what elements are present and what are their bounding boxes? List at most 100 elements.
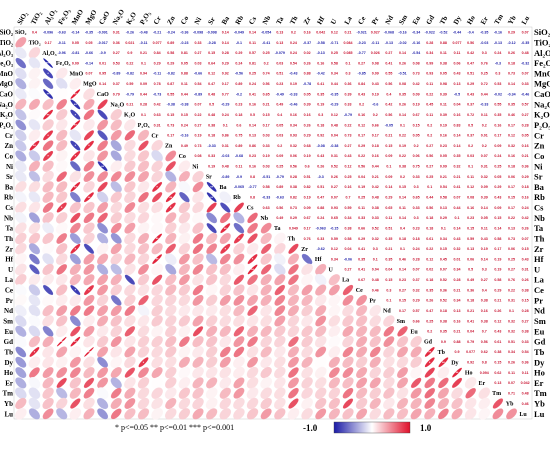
coef-SiO2-CaO: -0.091 (98, 30, 108, 34)
ellipse-Nd-Al2O3 (42, 305, 54, 317)
ellipse-Co-MgO (83, 150, 95, 162)
ellipse-Pr-Ni (192, 294, 204, 306)
coef-P2O5-Tb: 0.19 (440, 123, 447, 127)
ellipse-Er-Cs (246, 377, 259, 389)
column-label-Lu: Lu (520, 14, 531, 26)
coef-CaO-Sm: 0.35 (399, 92, 406, 96)
coef-Er-Lu: 0.042 (521, 381, 530, 385)
ellipse-Lu-Gd (424, 408, 436, 420)
ellipse-Eu-MgO (83, 325, 95, 337)
coef-MnO-Hf: -0.42 (317, 72, 325, 76)
ellipse-Eu-Co (178, 325, 191, 338)
ellipse-Nd-Fe2O3 (56, 305, 68, 317)
coef-Zr-Tm: 0.17 (494, 247, 501, 251)
coef-K2O-Zr: 0.16 (304, 113, 311, 117)
ellipse-Rb-MgO (84, 192, 94, 203)
coef-Nb-Yb: 0.22 (508, 216, 515, 220)
coef-Cs-Zr: 0.09 (304, 206, 311, 210)
row-label-Gd: Gd (4, 338, 13, 346)
coef-MnO-Cs: 0.25 (249, 72, 256, 76)
ellipse-Th-Na2O (110, 233, 122, 244)
coef-Al2O3-MnO: -0.81 (71, 51, 79, 55)
ellipse-Tm-Fe2O3 (56, 387, 68, 399)
coef-Na2O-K2O: 0.21 (126, 103, 133, 107)
ellipse-Tb-Eu (410, 346, 422, 358)
coef-Ni-Rb: 0.11 (236, 165, 243, 169)
ellipse-Hf-Th (287, 253, 299, 265)
coef-P2O5-Zr: 0.26 (304, 123, 311, 127)
diagonal-label-Cr: Cr (151, 133, 158, 139)
ellipse-Nb-Zn (165, 212, 177, 224)
ellipse-Yb-Ta (274, 397, 286, 410)
coef-La-Lu: 0.26 (522, 278, 529, 282)
row-label-Ni: Ni (6, 163, 13, 171)
ellipse-Tm-Cr (151, 387, 163, 399)
coef-P2O5-Eu: 0.15 (413, 123, 420, 127)
diagonal-label-Ho: Ho (465, 371, 473, 377)
right-label-Sm: Sm (534, 316, 546, 326)
coef-Zn-Tb: 0.23 (440, 144, 447, 148)
coef-Cr-Yb: 0.12 (508, 134, 515, 138)
ellipse-Ni-Fe2O3 (55, 160, 68, 173)
coef-Sr-Tm: 0.05 (494, 175, 501, 179)
row-label-Yb: Yb (4, 400, 13, 408)
coef-Ce-Dy: 0.21 (454, 288, 461, 292)
coef-SiO2-Co: -0.36 (180, 30, 188, 34)
ellipse-MnO-Al2O3 (43, 68, 54, 79)
ellipse-Nb-TiO2 (28, 212, 40, 224)
coef-Ni-Lu: 0.36 (522, 165, 529, 169)
ellipse-Na2O-Fe2O3 (56, 99, 68, 110)
coef-MnO-K2O: -0.82 (126, 72, 134, 76)
coef-Co-Ba: -0.03 (221, 154, 229, 158)
right-label-Rb: Rb (534, 192, 545, 202)
ellipse-Hf-Nb (260, 253, 272, 265)
ellipse-Er-MgO (83, 377, 95, 388)
sig-Ba-MnO: ** (74, 185, 77, 189)
ellipse-Cr-Al2O3 (43, 130, 54, 141)
coef-Nb-Pr: 0.33 (372, 216, 379, 220)
ellipse-U-Ni (192, 264, 204, 275)
coef-TiO2-CaO: -0.017 (98, 41, 108, 45)
ellipse-Tb-P2O5 (137, 346, 150, 358)
coef-SiO2-Nb: -0.054 (261, 30, 271, 34)
ellipse-Ce-La (342, 284, 354, 296)
ellipse-La-Th (288, 274, 299, 285)
coef-Th-Dy: 0.43 (454, 237, 461, 241)
ellipse-Er-Ce (356, 377, 368, 389)
ellipse-Ho-Zr (301, 366, 313, 379)
ellipse-Na2O-SiO2 (15, 98, 27, 110)
ellipse-Yb-MgO (83, 397, 95, 410)
ellipse-Dy-Eu (410, 356, 422, 368)
coef-Nb-Er: 0.05 (481, 216, 488, 220)
ellipse-Hf-MnO (69, 253, 81, 265)
coef-MgO-Eu: 0.42 (413, 82, 420, 86)
ellipse-Th-K2O (124, 232, 136, 245)
coef-La-Nd: 0.15 (385, 278, 392, 282)
ellipse-Tm-Nb (260, 387, 272, 399)
ellipse-Sr-Al2O3 (42, 170, 54, 183)
ellipse-Ho-MgO (83, 366, 95, 379)
coef-Rb-Ta: -0.63 (276, 196, 284, 200)
ellipse-Yb-Rb (233, 397, 245, 410)
coef-Gd-Lu: 0.33 (522, 340, 529, 344)
ellipse-Er-Tb (438, 377, 449, 389)
right-label-Er: Er (534, 378, 544, 388)
coef-U-Eu: 0.07 (413, 268, 420, 272)
coef-TiO2-Zn: 0.89 (167, 41, 174, 45)
ellipse-Nd-TiO2 (28, 304, 41, 317)
ellipse-Lu-TiO2 (28, 408, 40, 420)
ellipse-Cs-Cr (151, 201, 163, 214)
ellipse-Sr-K2O (124, 171, 136, 182)
ellipse-Ba-K2O (124, 181, 136, 193)
ellipse-Nb-Al2O3 (42, 212, 54, 224)
diagonal-label-Yb: Yb (506, 402, 514, 408)
ellipse-Ba-Zn (165, 181, 177, 193)
coef-Cs-U: 0.93 (331, 206, 338, 210)
coef-SiO2-K2O: -0.26 (126, 30, 134, 34)
ellipse-Er-Na2O (110, 377, 122, 389)
coef-Fe2O3-Dy: 0.06 (454, 61, 461, 65)
coef-Cr-Nd: 0.21 (385, 134, 392, 138)
coef-MnO-Ce: -0.85 (358, 72, 366, 76)
ellipse-Ba-SiO2 (15, 181, 27, 193)
coef-Ce-Tm: 0.29 (494, 288, 501, 292)
